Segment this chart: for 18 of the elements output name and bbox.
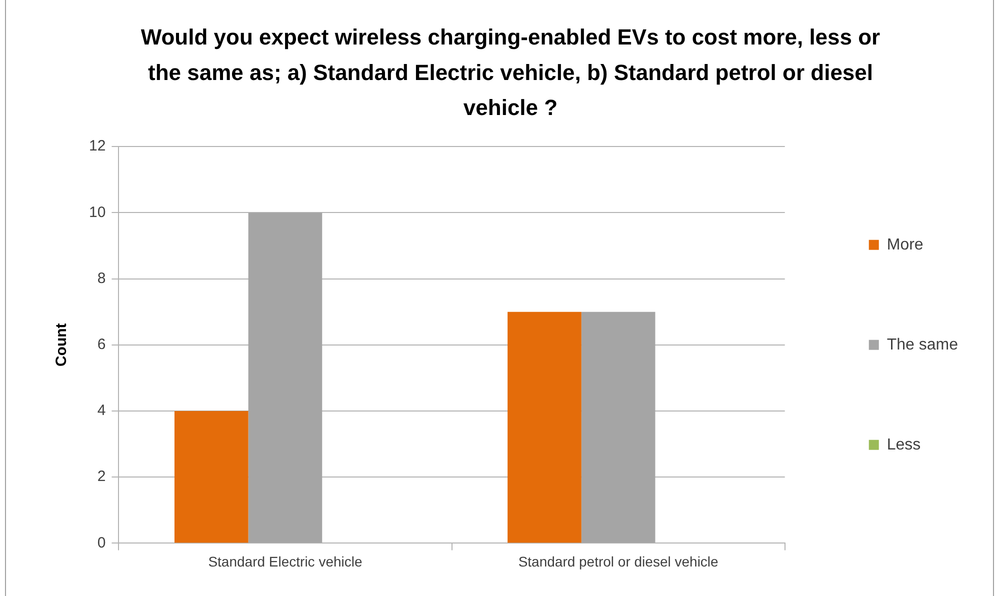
y-tick-label: 10 bbox=[88, 204, 106, 221]
bar bbox=[508, 312, 582, 543]
y-tick-label: 4 bbox=[97, 402, 106, 420]
chart-title: Would you expect wireless charging-enabled EVs to cost more, less or the same as; a) Standard Electric vehicle, b) Standard petrol or diesel vehicle ? bbox=[140, 24, 881, 120]
y-tick-label: 0 bbox=[97, 534, 106, 552]
bar bbox=[174, 411, 248, 543]
y-axis-title: Count bbox=[53, 323, 70, 367]
y-tick-label: 6 bbox=[97, 336, 106, 354]
bar bbox=[248, 212, 322, 543]
legend-label: Less bbox=[886, 436, 921, 454]
legend-label: More bbox=[886, 236, 924, 254]
bar bbox=[581, 312, 656, 543]
y-tick-label: 2 bbox=[97, 468, 106, 486]
x-tick-label: Standard petrol or diesel vehicle bbox=[518, 553, 719, 570]
y-tick-label: 8 bbox=[97, 270, 106, 287]
x-tick-label: Standard Electric vehicle bbox=[208, 553, 362, 570]
y-tick-label: 12 bbox=[88, 138, 106, 155]
legend-label: The same bbox=[886, 336, 958, 354]
